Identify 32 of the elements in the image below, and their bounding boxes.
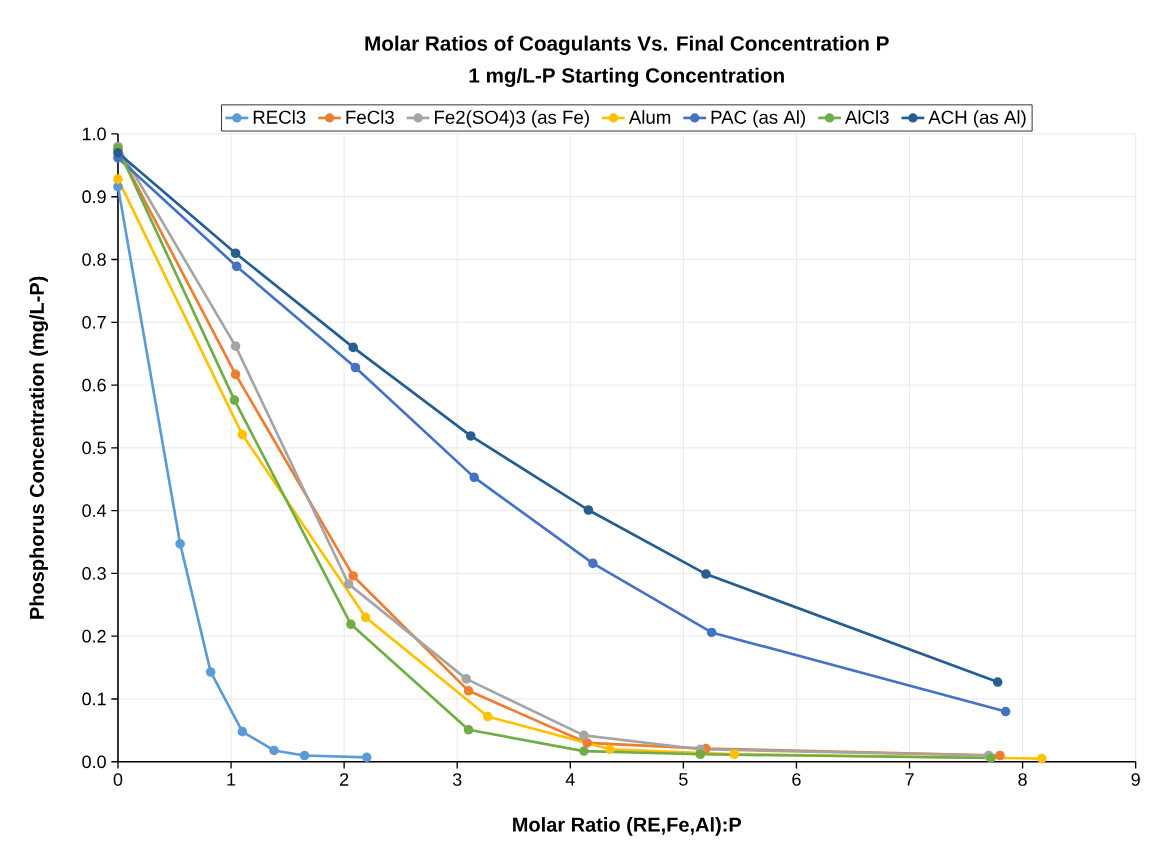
x-axis-title: Molar Ratio (RE,Fe,Al):P <box>513 817 742 836</box>
x-tick-label: 6 <box>792 773 801 786</box>
chart-title: Molar Ratios of Coagulants Vs. Final Concentration P <box>365 35 889 55</box>
y-tick-label: 0.3 <box>82 567 106 580</box>
chart-subtitle: 1 mg/L-P Starting Concentration <box>469 67 784 87</box>
legend-label: Fe2(SO4)3 (as Fe) <box>435 110 589 128</box>
y-tick-label: 1.0 <box>82 127 106 141</box>
x-tick-label: 7 <box>905 773 914 786</box>
x-tick-label: 1 <box>227 773 236 786</box>
legend-label: RECl3 <box>253 110 306 124</box>
y-tick-label: 0.1 <box>82 692 106 706</box>
x-tick-label: 8 <box>1018 773 1027 786</box>
y-tick-label: 0.6 <box>82 378 106 392</box>
x-tick-label: 3 <box>452 773 462 786</box>
y-tick-label: 0.0 <box>82 755 106 769</box>
legend-label: ACH (as Al) <box>928 110 1026 128</box>
x-tick-label: 9 <box>1131 773 1140 786</box>
y-tick-label: 0.8 <box>82 253 106 266</box>
x-tick-label: 4 <box>565 773 575 786</box>
x-tick-label: 0 <box>113 773 123 786</box>
y-axis-title: Phosphorus Concentration (mg/L-P) <box>29 276 49 619</box>
legend-label: FeCl3 <box>346 110 394 124</box>
legend-label: PAC (as Al) <box>711 110 805 128</box>
y-tick-label: 0.4 <box>82 504 107 517</box>
y-tick-label: 0.2 <box>82 629 106 643</box>
y-tick-label: 0.5 <box>82 441 106 455</box>
y-tick-label: 0.9 <box>82 190 106 204</box>
x-tick-label: 5 <box>679 773 688 786</box>
legend-label: AlCl3 <box>844 110 889 124</box>
legend-label: Alum <box>628 110 671 124</box>
y-tick-label: 0.7 <box>82 315 106 329</box>
x-tick-label: 2 <box>340 773 349 786</box>
